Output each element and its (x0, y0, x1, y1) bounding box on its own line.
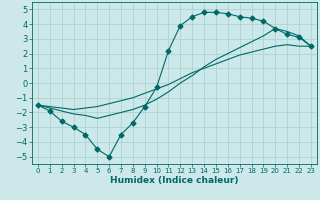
X-axis label: Humidex (Indice chaleur): Humidex (Indice chaleur) (110, 176, 239, 185)
